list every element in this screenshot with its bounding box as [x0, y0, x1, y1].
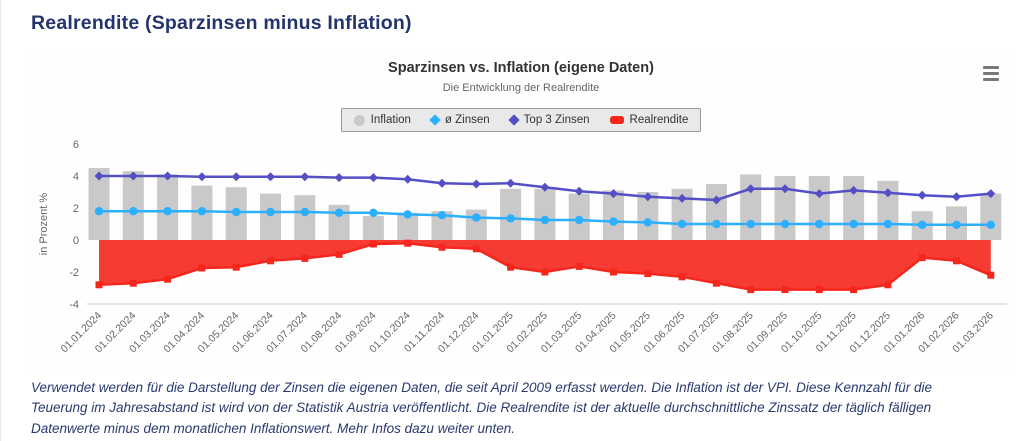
svg-text:2: 2: [73, 203, 79, 215]
legend-label: Top 3 Zinsen: [523, 114, 590, 126]
top3-zinsen-marker-icon: [508, 114, 520, 126]
inflation-bar-marker-icon: [353, 114, 365, 126]
chart-legend: Inflation ø Zinsen Top 3 Zinsen Realrend…: [31, 108, 1011, 132]
legend-label: ø Zinsen: [444, 114, 490, 126]
description-text: Verwendet werden für die Darstellung der…: [31, 380, 932, 436]
y-axis-title: in Prozent %: [38, 193, 50, 256]
legend-label: Inflation: [370, 114, 411, 126]
legend-item-realrendite[interactable]: Realrendite: [609, 114, 689, 126]
svg-text:-2: -2: [69, 267, 79, 279]
legend-item-inflation[interactable]: Inflation: [353, 114, 411, 126]
svg-text:0: 0: [73, 235, 79, 247]
chart-subtitle: Die Entwicklung der Realrendite: [442, 82, 600, 94]
svg-text:-4: -4: [69, 299, 79, 311]
svg-text:4: 4: [73, 171, 79, 183]
hamburger-menu-icon: [983, 65, 999, 69]
legend-item-top3-zinsen[interactable]: Top 3 Zinsen: [508, 114, 590, 126]
series-top3-zinsen-line[interactable]: [94, 171, 996, 205]
hamburger-menu-icon: [983, 77, 999, 81]
avg-zinsen-marker-icon: [429, 114, 441, 126]
chart-export-menu-button[interactable]: [979, 62, 1003, 84]
series-realrendite-area[interactable]: [95, 239, 995, 294]
legend-label: Realrendite: [629, 114, 689, 126]
series-inflation-bars[interactable]: [88, 168, 1002, 240]
legend-item-avg-zinsen[interactable]: ø Zinsen: [429, 114, 490, 126]
page-title: Realrendite (Sparzinsen minus Inflation): [31, 12, 412, 34]
realrendite-marker-icon: [609, 116, 624, 124]
svg-text:6: 6: [73, 140, 79, 151]
chart-card: Sparzinsen vs. Inflation (eigene Daten) …: [31, 54, 1011, 374]
hamburger-menu-icon: [983, 71, 999, 75]
chart-plot-area: 01.01.202401.02.202401.03.202401.04.2024…: [38, 140, 1007, 356]
x-axis-labels: 01.01.202401.02.202401.03.202401.04.2024…: [58, 310, 996, 356]
chart-title: Sparzinsen vs. Inflation (eigene Daten): [388, 60, 654, 76]
y-axis-labels: 6 4 2 0 -2 -4: [69, 140, 79, 311]
series-avg-zinsen-line[interactable]: [94, 207, 995, 229]
